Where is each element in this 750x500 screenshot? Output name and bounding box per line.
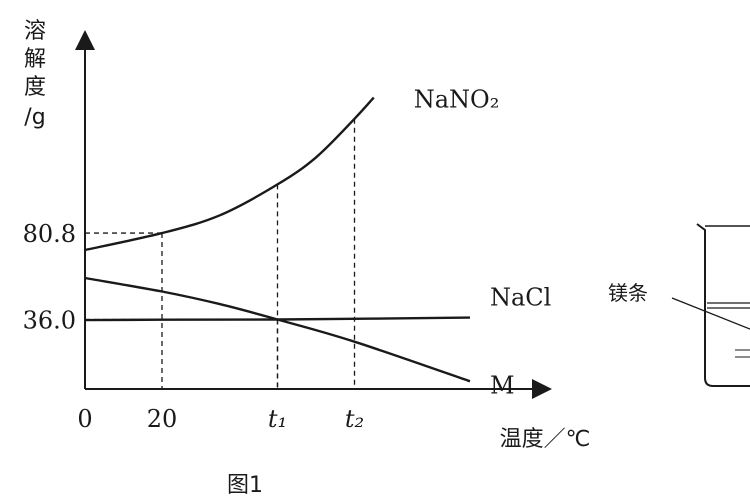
tick-labels: 0 20 t₁ t₂ 80.8 36.0 (23, 220, 365, 433)
series-label-m: M (490, 371, 515, 399)
series-line-nacl (84, 316, 471, 322)
x-tick-label: 0 (77, 405, 92, 433)
curves (84, 96, 471, 383)
guide-lines (85, 118, 356, 389)
x-tick-label: t₂ (345, 405, 364, 433)
figure-caption: 图1 (227, 473, 263, 498)
beaker-figure: 镁条 (608, 223, 750, 387)
y-axis-title-char: 度 (24, 75, 46, 100)
series-label-nacl: NaCl (490, 284, 551, 312)
series-line-m (84, 276, 471, 383)
y-axis-title: 溶 解 度 /g (24, 19, 46, 130)
series-labels: NaNO₂ NaCl M (414, 86, 552, 400)
x-tick-label: 20 (147, 405, 178, 433)
x-tick-label: t₁ (268, 405, 287, 433)
y-tick-label: 36.0 (23, 307, 76, 335)
series-line-nano (84, 96, 375, 252)
x-axis-title: 温度／℃ (500, 427, 591, 452)
pointer-line (671, 297, 750, 330)
y-tick-label: 80.8 (23, 220, 76, 248)
beaker-outline (696, 223, 750, 387)
y-axis-title-char: 解 (24, 47, 46, 72)
series-label-nano: NaNO₂ (414, 86, 500, 114)
y-axis-title-char: 溶 (24, 19, 46, 44)
magnesium-strip-label: 镁条 (608, 281, 648, 305)
y-axis-title-char: /g (24, 105, 45, 130)
